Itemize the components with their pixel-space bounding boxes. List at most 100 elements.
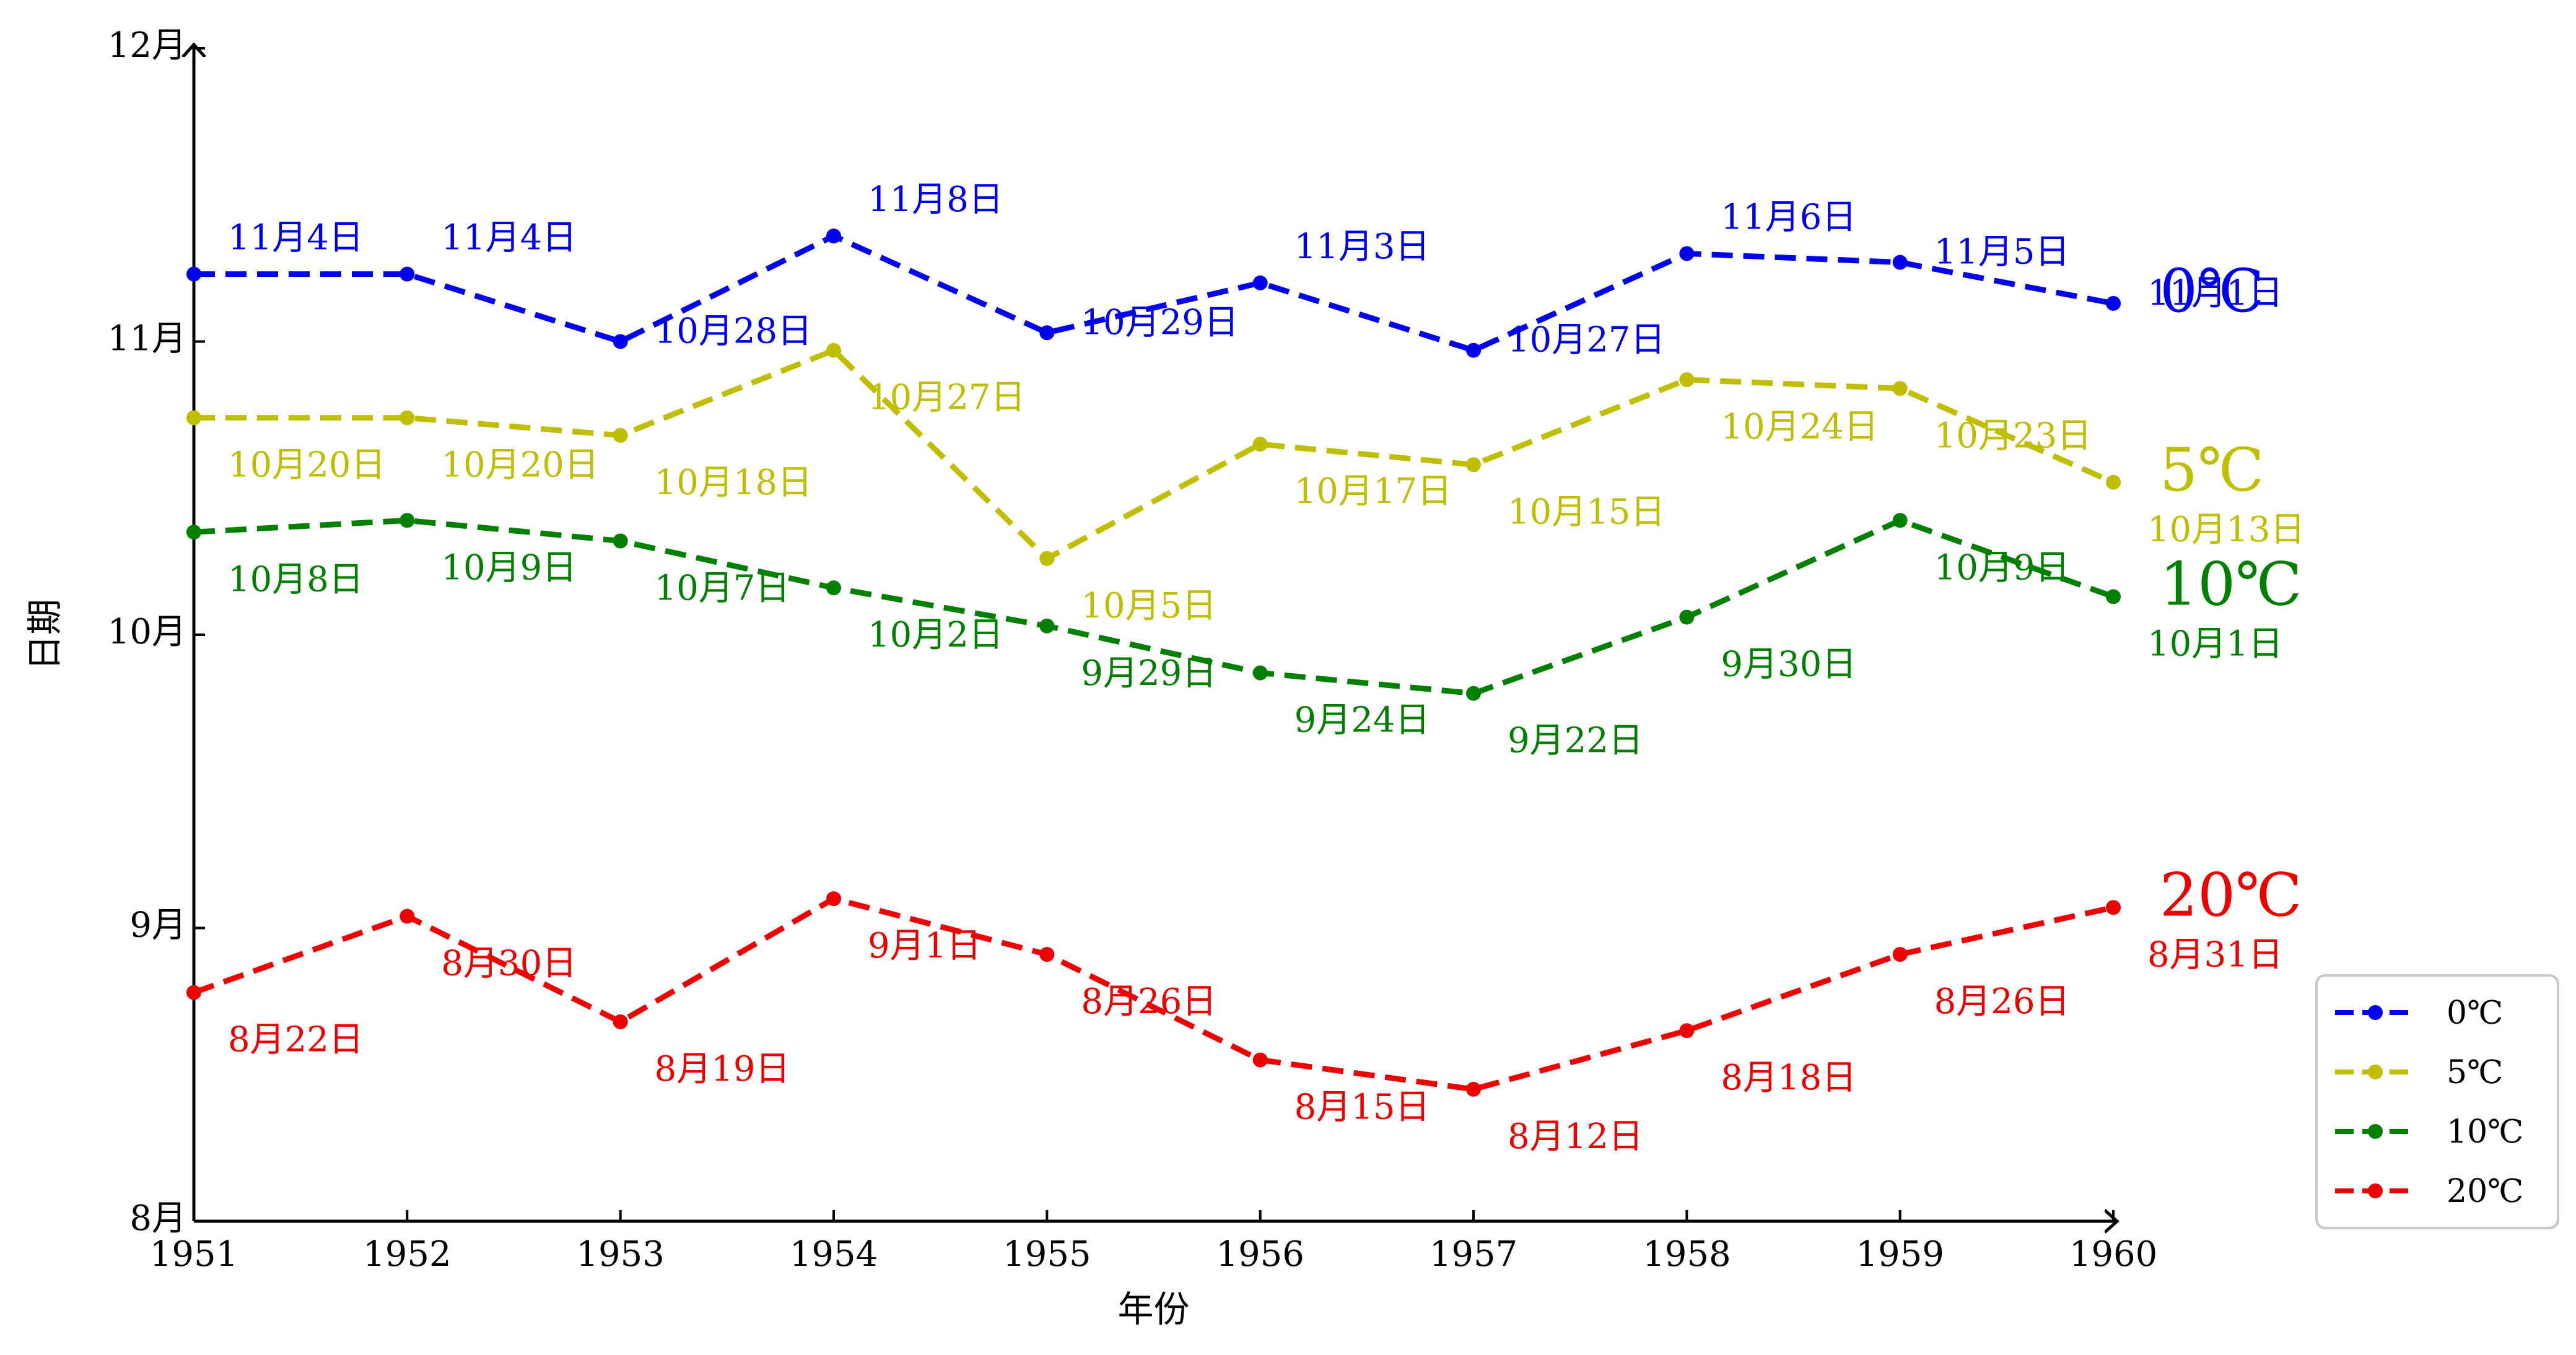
data-point [2106,474,2121,490]
data-label: 8月12日 [1508,1117,1643,1157]
legend-label: 5℃ [2447,1054,2503,1091]
x-tick-label: 1951 [150,1234,238,1274]
data-point [826,342,841,358]
data-label: 9月22日 [1508,721,1643,761]
x-tick-label: 1952 [363,1234,452,1274]
data-label: 10月20日 [441,445,599,486]
x-tick-label: 1954 [790,1234,878,1274]
data-label: 10月23日 [1934,416,2092,456]
data-point [1252,275,1268,290]
data-point [2106,900,2121,915]
data-label: 10月9日 [441,547,577,588]
data-point [1679,372,1695,388]
data-point [186,410,201,425]
series-line [194,347,2115,562]
data-label: 11月5日 [1934,232,2070,272]
data-point [1679,246,1695,261]
data-label: 11月4日 [441,218,577,258]
data-point [1892,947,1908,962]
legend-marker [2368,1183,2383,1198]
y-tick-label: 11月 [108,319,186,359]
data-label: 11月3日 [1295,227,1430,267]
data-point [1039,325,1055,341]
legend-marker [2368,1124,2383,1139]
series-0 [186,229,2121,358]
data-label: 9月1日 [868,926,981,966]
legend-marker [2368,1065,2383,1079]
data-label: 9月24日 [1295,700,1430,741]
data-label: 11月8日 [868,180,1003,220]
data-point [2106,295,2121,311]
data-point [1679,1023,1695,1039]
legend-entry: 20℃ [2335,1173,2523,1210]
data-label: 10月27日 [1508,320,1666,360]
data-point [186,525,201,540]
data-point [399,908,415,924]
data-point [399,410,415,425]
legend: 0℃ 5℃ 10℃ 20℃ [2315,974,2559,1229]
x-tick-label: 1956 [1216,1234,1304,1274]
data-label: 8月31日 [2147,935,2283,975]
data-point [826,891,841,907]
data-label: 8月22日 [228,1020,364,1060]
legend-marker [2368,1005,2383,1020]
x-axis-title: 年份 [1117,1288,1189,1330]
data-point [1892,381,1908,396]
data-point [399,266,415,282]
data-label: 10月1日 [2147,624,2283,664]
legend-label: 0℃ [2447,995,2503,1032]
data-label: 10月15日 [1508,492,1666,532]
data-label: 10月8日 [228,559,364,599]
series-end-label: 5℃ [2160,435,2264,505]
data-point [186,266,201,282]
data-labels: 11月4日 11月4日 10月28日 11月8日 10月29日 11月3日 10月27日 11… [228,180,2305,1157]
data-label: 9月30日 [1721,645,1856,685]
data-label: 11月1日 [2147,273,2283,313]
data-point [2106,589,2121,604]
legend-frame [2315,974,2559,1229]
data-point [186,985,201,1000]
data-point [1252,1052,1268,1068]
data-point [1466,686,1481,701]
data-label: 11月4日 [228,218,364,258]
data-point [1252,437,1268,452]
y-tick-label: 9月 [129,905,186,946]
data-label: 10月7日 [655,568,790,608]
legend-label: 10℃ [2447,1113,2523,1151]
data-label: 10月17日 [1295,471,1452,512]
data-point [1679,609,1695,625]
data-point [1892,255,1908,270]
data-label: 10月20日 [228,445,386,486]
data-label: 10月29日 [1081,302,1239,342]
data-label: 8月18日 [1721,1058,1856,1098]
data-point [613,1014,628,1030]
data-label: 8月15日 [1295,1087,1430,1128]
data-label: 10月5日 [1081,586,1216,626]
series-end-label: 0℃ [2160,256,2264,326]
data-label: 10月2日 [868,615,1003,655]
data-label: 10月28日 [655,312,813,352]
y-tick-label: 12月 [108,25,186,66]
data-label: 8月26日 [1934,982,2070,1022]
data-point [826,229,841,244]
y-tick-label: 8月 [129,1198,186,1239]
x-tick-label: 1959 [1856,1234,1944,1274]
data-point [1466,1081,1481,1097]
data-label: 8月30日 [441,944,577,984]
data-point [1039,551,1055,566]
legend-label: 20℃ [2447,1173,2523,1210]
data-label: 9月29日 [1081,653,1216,694]
series-3 [186,891,2121,1097]
data-label: 8月19日 [655,1049,790,1089]
data-label: 11月6日 [1721,197,1856,237]
series-1 [186,342,2121,566]
data-label: 10月18日 [655,463,813,503]
x-tick-label: 1958 [1643,1234,1731,1274]
data-label: 10月9日 [1934,547,2070,588]
data-point [1892,513,1908,528]
data-point [613,428,628,443]
x-tick-label: 1955 [1003,1234,1091,1274]
data-point [613,334,628,349]
